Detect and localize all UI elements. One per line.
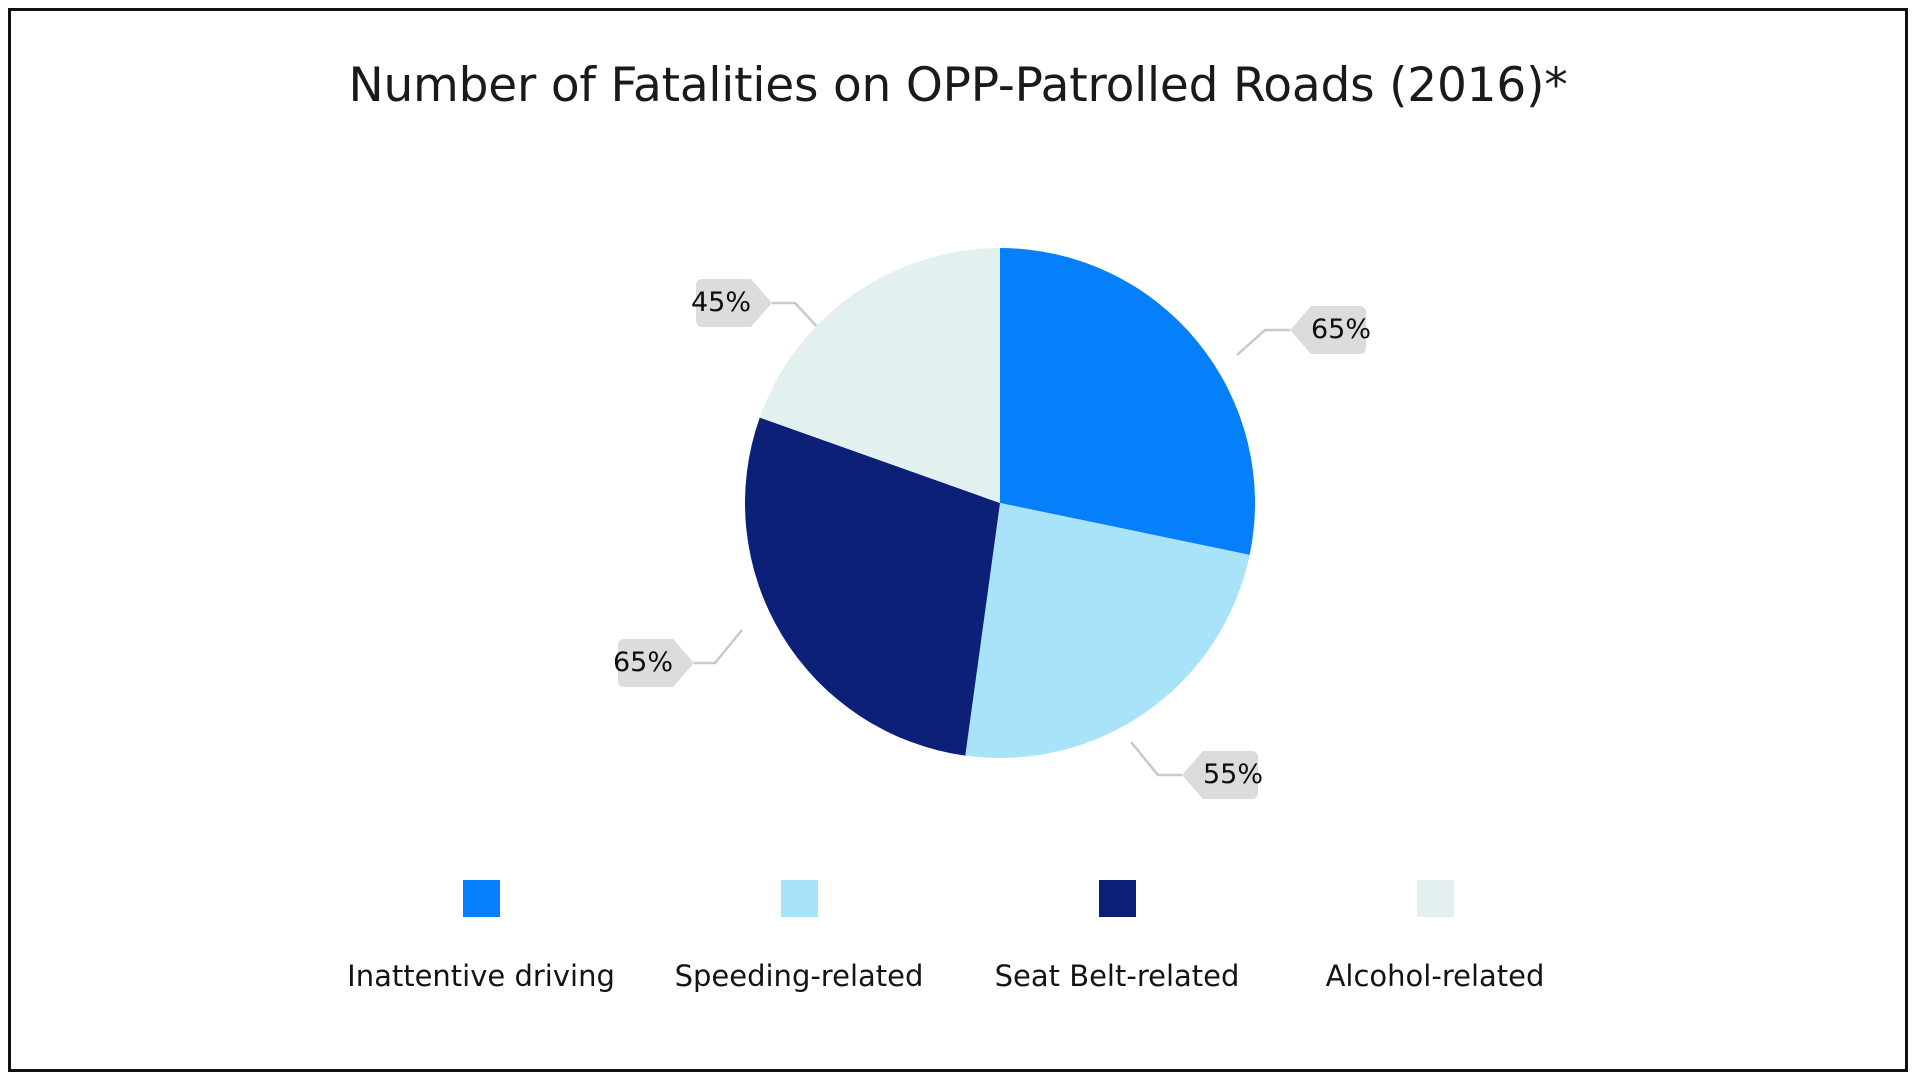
legend-label-alcohol-related: Alcohol-related [1325,959,1545,993]
legend-item-alcohol-related[interactable]: Alcohol-related [1276,880,1594,991]
leader-line-alcohol [772,301,821,331]
legend-label-speeding-related: Speeding-related [674,959,924,993]
pie-slice-seat-belt-related[interactable] [744,417,1000,756]
callout-bubble-body-inattentive [1316,306,1366,354]
legend-label-inattentive-driving: Inattentive driving [347,959,615,993]
callout-inattentive-driving: 65% [1290,306,1371,354]
pie-slice-alcohol-related[interactable] [759,248,1000,503]
legend-swatch-seat-belt-related [1098,880,1136,917]
callout-bubble-body-speeding [1208,751,1258,799]
leader-lines [694,301,1290,777]
callout-speeding-related: 55% [1182,751,1263,799]
legend-label-seat-belt-related: Seat Belt-related [994,959,1240,993]
legend-item-inattentive-driving[interactable]: Inattentive driving [322,880,640,991]
callout-label-seatbelt: 65% [613,647,673,678]
callout-label-inattentive: 65% [1311,314,1371,345]
legend-swatch-inattentive-driving [462,880,500,917]
callout-bubble-body-alcohol [696,279,746,327]
legend-swatch-speeding-related [780,880,818,917]
pie-slice-speeding-related[interactable] [965,503,1250,758]
legend-item-speeding-related[interactable]: Speeding-related [640,880,958,991]
callout-label-alcohol: 45% [691,287,751,318]
legend-item-seat-belt-related[interactable]: Seat Belt-related [958,880,1276,991]
callout-alcohol-related: 45% [691,279,772,327]
chart-legend: Inattentive driving Speeding-related Sea… [0,880,1916,1020]
pie-slices [744,248,1256,758]
chart-title: Number of Fatalities on OPP-Patrolled Ro… [348,58,1568,113]
callout-label-speeding: 55% [1203,759,1263,790]
legend-swatch-alcohol-related [1416,880,1454,917]
leader-line-speeding [1130,741,1182,777]
callout-bubble-body-seatbelt [618,639,668,687]
callout-seat-belt-related: 65% [613,639,694,687]
pie-slice-inattentive-driving[interactable] [1000,248,1256,555]
leader-line-inattentive [1236,328,1290,356]
leader-line-seatbelt [694,629,743,665]
